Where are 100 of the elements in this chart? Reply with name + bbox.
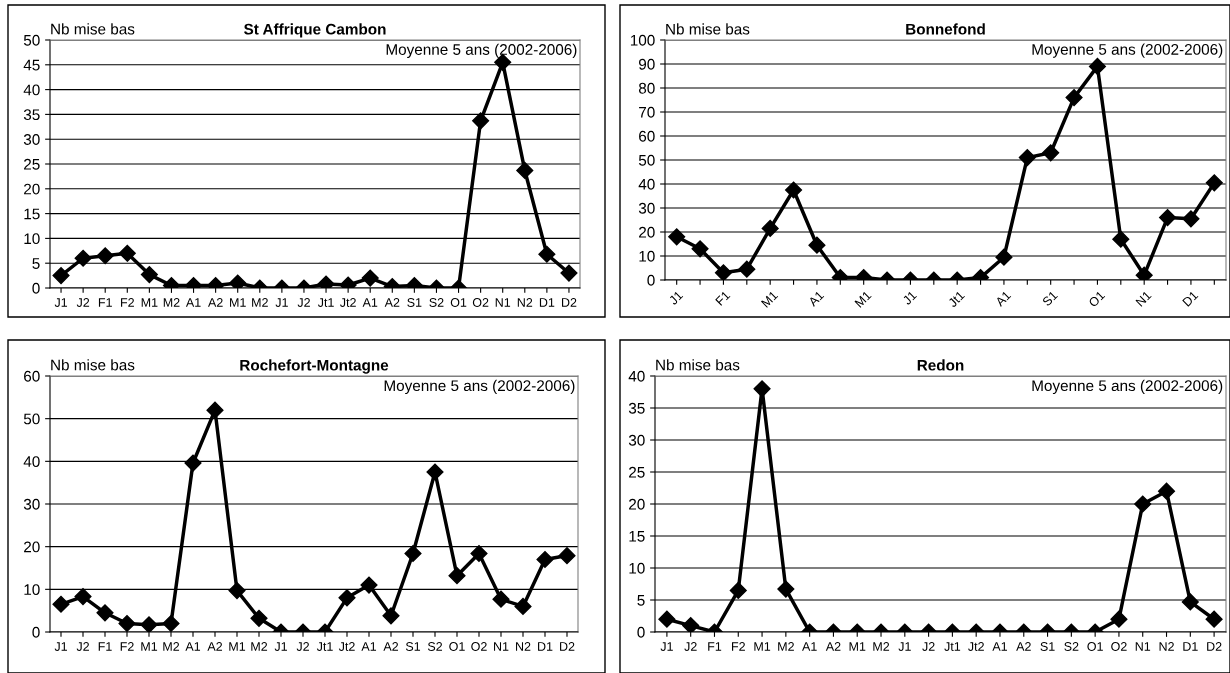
x-tick-label: S2 (427, 642, 443, 651)
y-tick-label: 10 (629, 562, 645, 574)
x-tick-label: J1 (668, 290, 684, 306)
y-tick-label: 35 (23, 109, 40, 121)
y-tick-label: 30 (638, 202, 655, 214)
y-tick-label: 0 (647, 274, 655, 286)
y-tick-label: 10 (24, 233, 40, 245)
x-tick-label: F2 (120, 642, 134, 651)
x-tick-label: J2 (922, 642, 935, 651)
x-tick-label: A2 (825, 642, 841, 651)
point (74, 588, 92, 606)
y-tick-label: 20 (24, 541, 40, 553)
point (382, 607, 400, 625)
point (738, 260, 756, 278)
x-tick-label: M1 (760, 290, 779, 308)
x-tick-label: M2 (252, 298, 268, 307)
y-tick-label: 60 (639, 130, 655, 142)
x-tick-label: D2 (1207, 642, 1222, 651)
x-tick-label: M2 (163, 298, 180, 307)
y-tick-label: 20 (639, 226, 655, 238)
y-tick-label: 25 (629, 466, 645, 478)
y-tick-label: 80 (638, 82, 655, 94)
point (229, 274, 247, 288)
x-tick-label: M1 (141, 642, 158, 651)
x-tick-label: N2 (517, 298, 533, 307)
point (228, 582, 246, 600)
y-tick-label: 100 (630, 34, 655, 46)
x-tick-label: N1 (495, 298, 511, 307)
y-tick-label: 70 (639, 106, 655, 118)
point (52, 595, 70, 613)
x-tick-label: J2 (76, 642, 89, 651)
y-tick-label: 40 (23, 456, 40, 468)
x-tick-label: A1 (185, 642, 201, 651)
chart-title: Rochefort-Montagne (240, 359, 389, 374)
point (404, 544, 422, 563)
x-tick-label: F1 (708, 642, 722, 651)
y-tick-label: 45 (23, 59, 40, 71)
y-tick-label: 10 (24, 584, 40, 596)
x-tick-label: A2 (384, 298, 400, 307)
x-tick-label: S1 (1040, 642, 1055, 651)
y-tick-label: 30 (628, 434, 645, 446)
x-tick-label: Jt2 (338, 642, 355, 651)
point (338, 589, 356, 607)
point (1205, 174, 1223, 192)
x-tick-label: O1 (449, 642, 465, 651)
x-tick-label: M1 (229, 642, 246, 651)
x-tick-label: A2 (208, 298, 223, 307)
x-tick-label: N1 (494, 642, 509, 651)
x-tick-label: M1 (854, 290, 872, 308)
point (448, 567, 466, 585)
point (516, 161, 534, 180)
x-tick-label: O2 (472, 298, 489, 307)
y-tick-label: 50 (23, 34, 40, 46)
point (514, 597, 532, 615)
x-tick-label: A1 (994, 290, 1012, 307)
point (96, 604, 114, 622)
annotation: Moyenne 5 ans (2002-2006) (1032, 379, 1223, 395)
x-tick-label: J2 (684, 642, 697, 651)
x-tick-label: F1 (715, 290, 731, 306)
x-tick-label: A1 (185, 298, 201, 307)
x-tick-label: J1 (54, 298, 68, 307)
x-tick-label: A2 (383, 642, 399, 651)
x-tick-label: M1 (141, 298, 158, 307)
y-tick-label: 50 (23, 413, 40, 425)
y-axis-title: Nb mise bas (666, 23, 750, 35)
point (470, 544, 488, 563)
x-tick-label: D2 (560, 642, 575, 651)
x-tick-label: O1 (450, 298, 467, 307)
x-tick-label: Jt1 (944, 642, 961, 651)
x-tick-label: Jt1 (947, 290, 966, 308)
y-axis-title: Nb mise bas (51, 359, 135, 371)
x-tick-label: A1 (802, 642, 817, 651)
point (1134, 495, 1152, 513)
x-tick-label: M2 (873, 642, 890, 651)
x-tick-label: M1 (230, 298, 246, 307)
x-tick-label: N2 (1159, 642, 1174, 651)
x-tick-label: Jt1 (317, 298, 334, 307)
y-tick-label: 5 (32, 258, 40, 269)
chart-title: St Affrique Cambon (244, 23, 386, 38)
y-tick-label: 40 (638, 178, 655, 190)
x-tick-label: M2 (778, 642, 794, 651)
chart-title: Redon (917, 359, 964, 371)
y-tick-label: 15 (629, 531, 645, 542)
point (668, 228, 686, 246)
x-tick-label: J1 (902, 290, 918, 306)
point (184, 454, 202, 472)
y-axis-title: Nb mise bas (656, 359, 740, 371)
chart-title: Bonnefond (906, 23, 985, 35)
x-tick-label: J1 (54, 642, 67, 651)
x-tick-label: M2 (251, 642, 268, 651)
x-tick-label: D1 (1183, 642, 1198, 651)
y-tick-label: 60 (24, 370, 40, 382)
y-tick-label: 35 (628, 402, 645, 414)
x-tick-label: N1 (1135, 290, 1152, 307)
x-tick-label: J1 (660, 642, 673, 651)
x-tick-label: A2 (1016, 642, 1031, 651)
point (714, 264, 732, 280)
point (250, 609, 268, 627)
x-tick-label: S1 (1041, 290, 1059, 307)
x-tick-label: N2 (516, 642, 531, 651)
